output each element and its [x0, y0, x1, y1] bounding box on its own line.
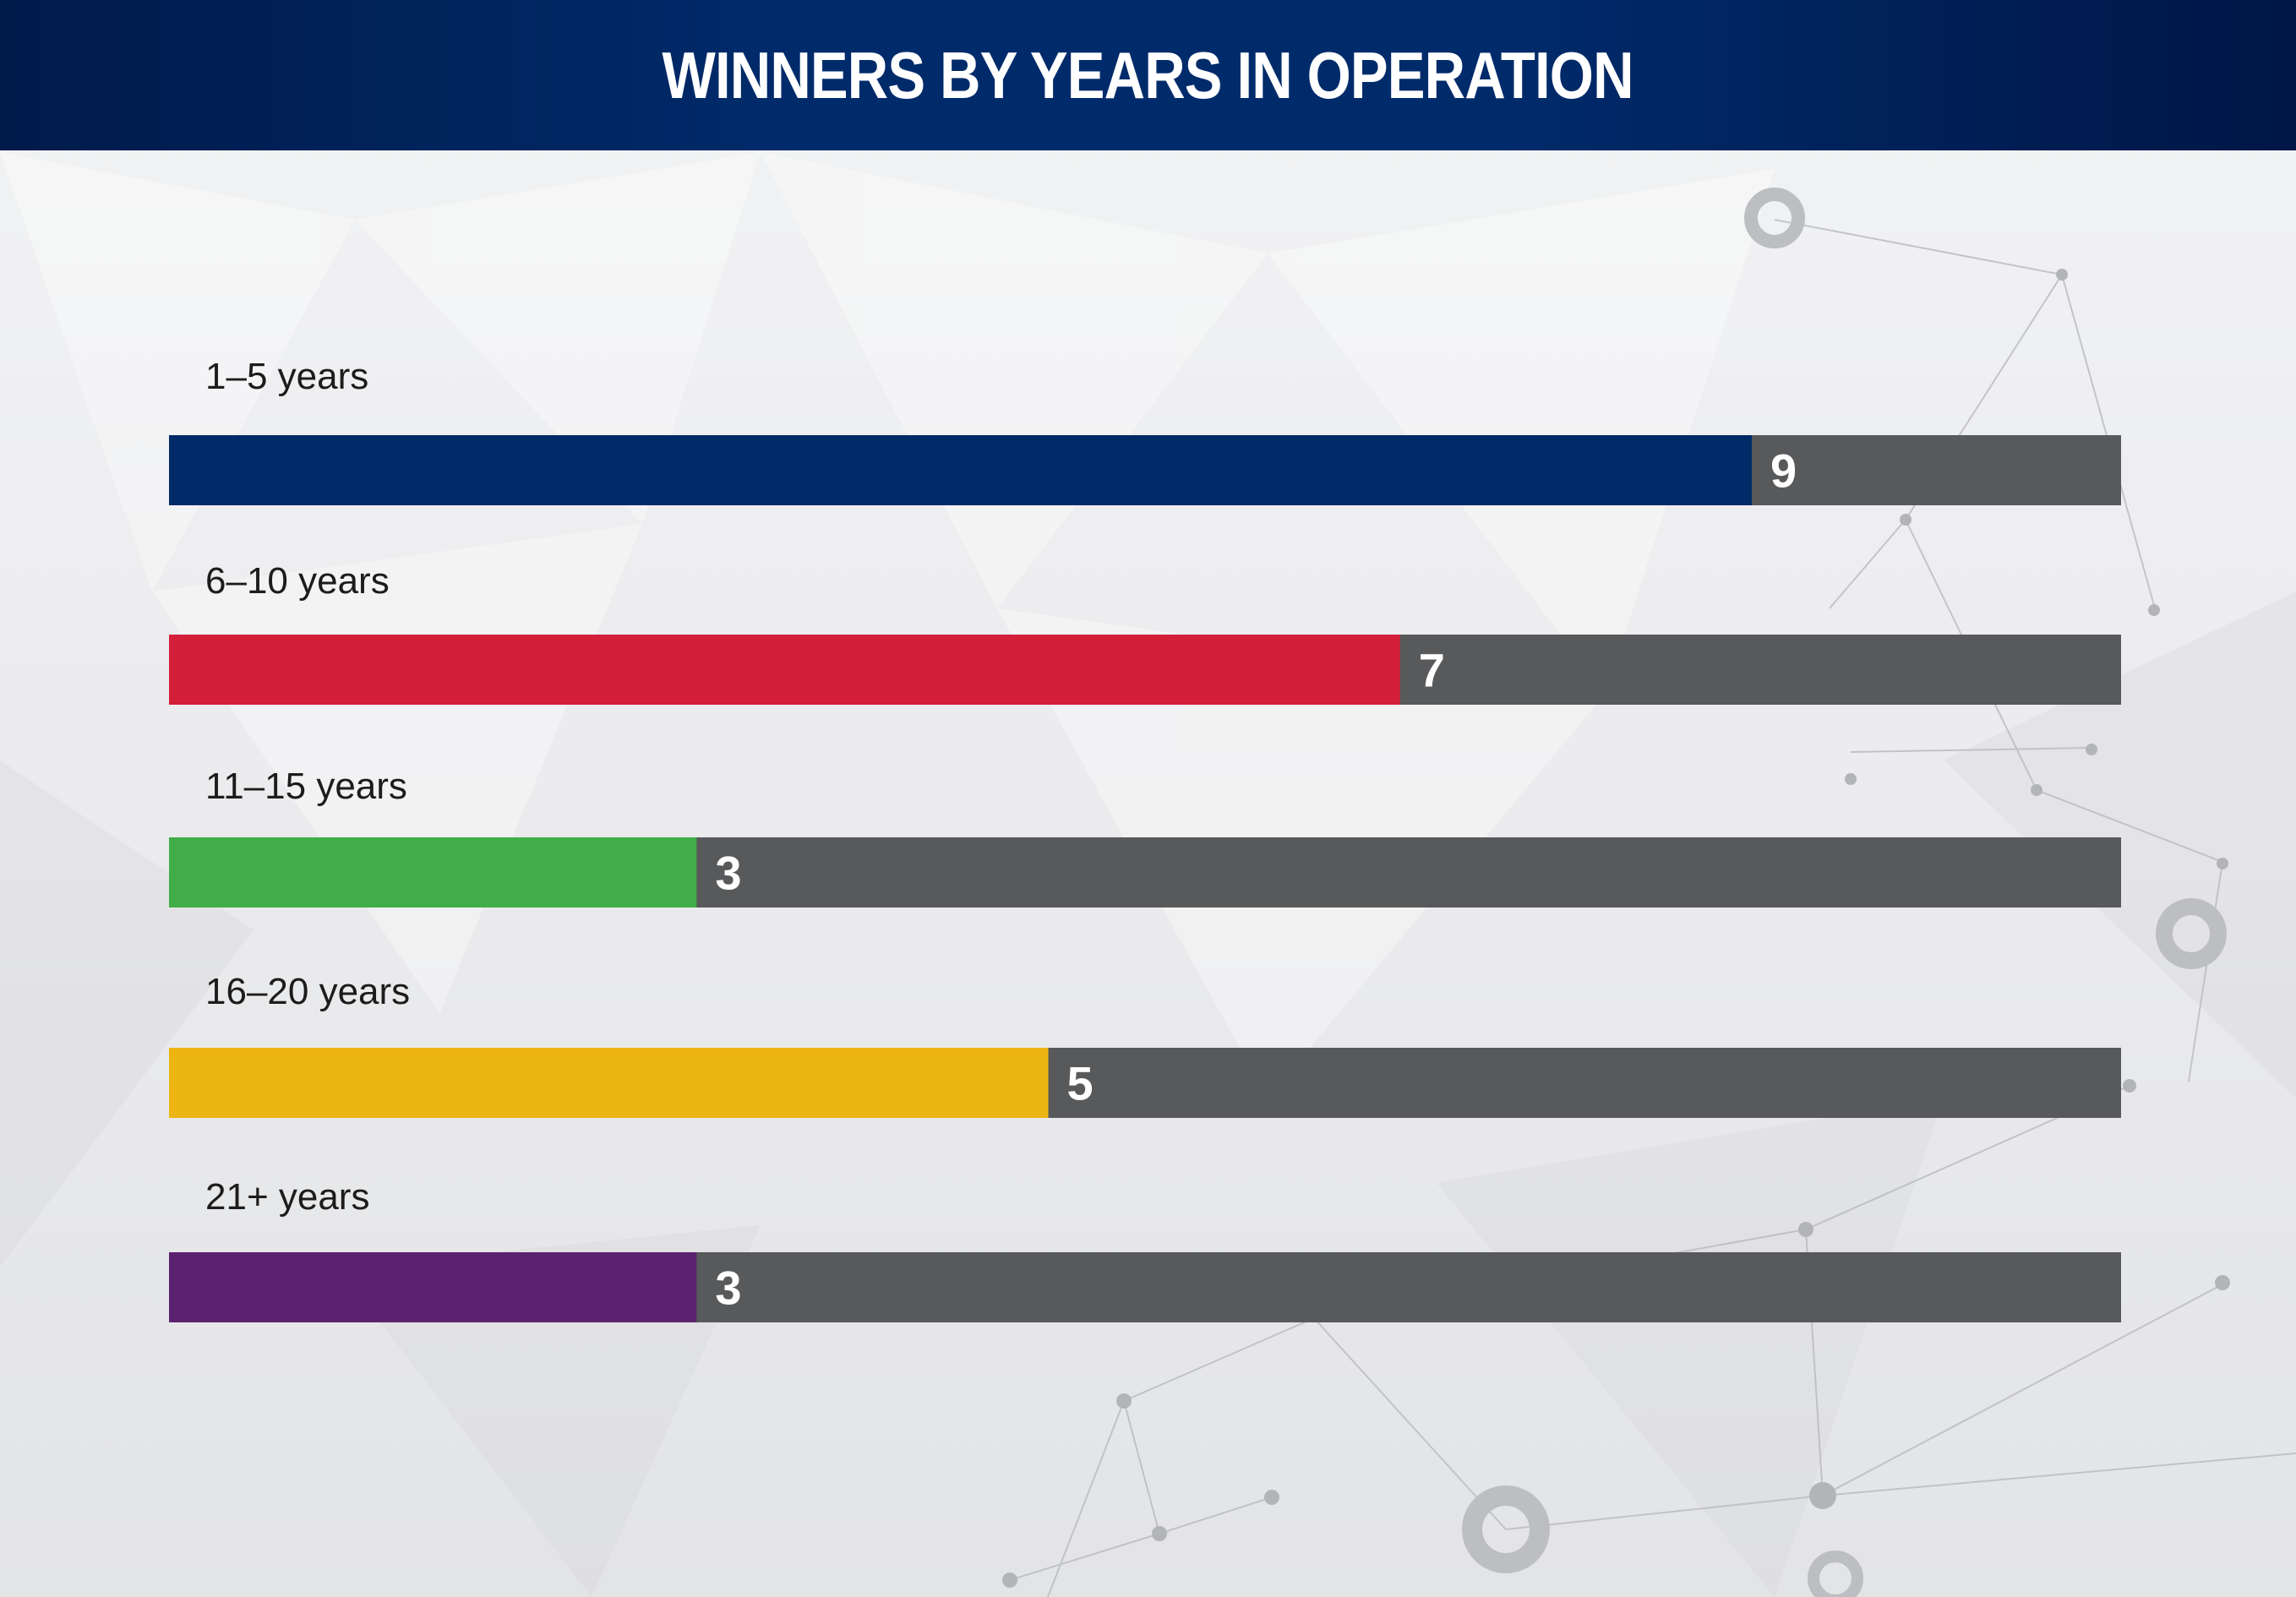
data-label-row-4: 5 [1067, 1057, 1093, 1110]
category-label-row-5: 21+ years [205, 1176, 369, 1218]
category-label-row-4: 16–20 years [205, 971, 410, 1012]
bar-row-2 [169, 635, 1400, 705]
data-label-row-5: 3 [715, 1262, 741, 1315]
bar-row-5 [169, 1252, 697, 1322]
chart-title: WINNERS BY YEARS IN OPERATION [662, 37, 1634, 112]
chart-header: WINNERS BY YEARS IN OPERATION [0, 0, 2296, 150]
data-label-row-2: 7 [1419, 644, 1445, 697]
bar-row-4 [169, 1048, 1049, 1118]
category-label-row-1: 1–5 years [205, 356, 368, 397]
bar-chart: 1–5 years 9 6–10 years 7 11–15 years 3 16–20 y… [0, 150, 2296, 1597]
bar-row-1 [169, 435, 1752, 505]
bar-row-3 [169, 837, 697, 908]
data-label-row-1: 9 [1770, 444, 1797, 498]
bar-chart-svg: 1–5 years 9 6–10 years 7 11–15 years 3 16–20 y… [169, 356, 2121, 1322]
category-label-row-2: 6–10 years [205, 560, 390, 602]
category-label-row-3: 11–15 years [205, 766, 407, 807]
data-label-row-3: 3 [715, 847, 741, 900]
